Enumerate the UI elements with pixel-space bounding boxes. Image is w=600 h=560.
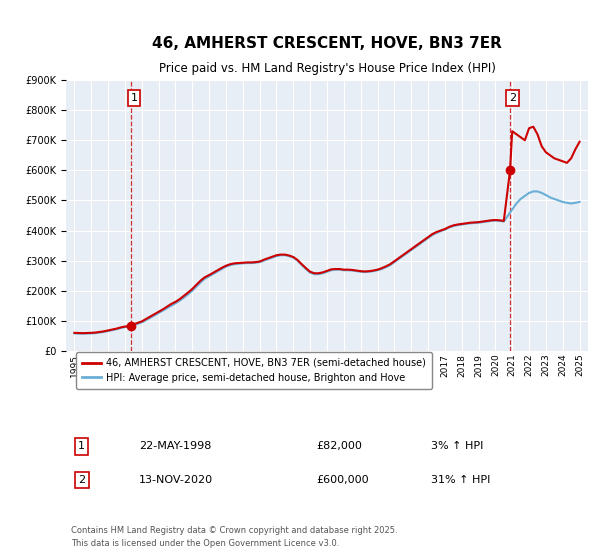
Text: 46, AMHERST CRESCENT, HOVE, BN3 7ER: 46, AMHERST CRESCENT, HOVE, BN3 7ER: [152, 36, 502, 51]
Legend: 46, AMHERST CRESCENT, HOVE, BN3 7ER (semi-detached house), HPI: Average price, s: 46, AMHERST CRESCENT, HOVE, BN3 7ER (sem…: [76, 352, 432, 389]
Text: £600,000: £600,000: [317, 475, 369, 485]
Text: 1: 1: [130, 93, 137, 103]
Text: 31% ↑ HPI: 31% ↑ HPI: [431, 475, 491, 485]
Text: 13-NOV-2020: 13-NOV-2020: [139, 475, 213, 485]
Text: £82,000: £82,000: [317, 441, 362, 451]
Text: 1: 1: [78, 441, 85, 451]
Text: 3% ↑ HPI: 3% ↑ HPI: [431, 441, 484, 451]
Text: 2: 2: [78, 475, 85, 485]
Text: Contains HM Land Registry data © Crown copyright and database right 2025.
This d: Contains HM Land Registry data © Crown c…: [71, 526, 398, 548]
Text: Price paid vs. HM Land Registry's House Price Index (HPI): Price paid vs. HM Land Registry's House …: [158, 62, 496, 75]
Text: 2: 2: [509, 93, 516, 103]
Text: 22-MAY-1998: 22-MAY-1998: [139, 441, 211, 451]
